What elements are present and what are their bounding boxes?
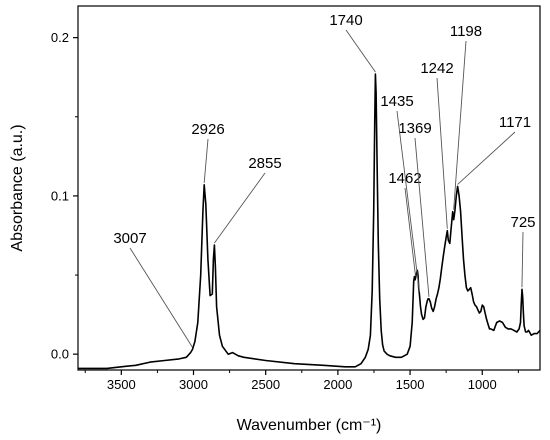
series-group xyxy=(78,73,541,370)
peak-label: 1242 xyxy=(420,60,453,77)
x-tick-label: 2500 xyxy=(251,377,280,392)
axes-group: 3500 3000 2500 2000 1500 1000 0.0 0.1 0.2 xyxy=(51,5,541,392)
y-tick-label: 0.2 xyxy=(51,30,69,45)
peak-label: 1435 xyxy=(380,93,413,110)
peak-label: 3007 xyxy=(113,230,146,247)
peak-label: 1171 xyxy=(499,114,531,131)
x-tick-label: 1000 xyxy=(468,377,497,392)
peak-label: 2926 xyxy=(191,121,224,138)
peak-label: 1198 xyxy=(450,23,482,40)
spectrum-line xyxy=(78,73,541,370)
peak-leader-line xyxy=(414,137,430,297)
peak-label: 2855 xyxy=(248,155,281,172)
peak-leader-line xyxy=(457,131,516,185)
plot-frame xyxy=(77,5,541,371)
peak-label: 1369 xyxy=(398,120,431,137)
peak-leader-line xyxy=(129,247,193,348)
x-tick-label: 3000 xyxy=(179,377,208,392)
peak-leader-line xyxy=(404,187,416,277)
x-axis-title: Wavenumber (cm⁻¹) xyxy=(237,417,382,434)
y-tick-label: 0.1 xyxy=(51,188,69,203)
peak-leader-line xyxy=(521,231,524,288)
x-tick-label: 2000 xyxy=(323,377,352,392)
x-tick-label: 3500 xyxy=(107,377,136,392)
peak-leader-line xyxy=(345,29,376,73)
y-axis-title: Absorbance (a.u.) xyxy=(9,124,26,251)
x-tick-label: 1500 xyxy=(396,377,425,392)
peak-label: 725 xyxy=(510,214,535,231)
peak-leader-line xyxy=(203,138,209,183)
peak-label: 1740 xyxy=(329,12,362,29)
peak-leader-line xyxy=(396,110,420,293)
peak-leader-line xyxy=(214,172,266,244)
annotations-group: 3007292628551740146214351369124211981171… xyxy=(113,12,536,348)
peak-leader-line xyxy=(453,40,467,210)
peak-leader-line xyxy=(436,77,448,229)
y-tick-label: 0.0 xyxy=(51,347,69,362)
